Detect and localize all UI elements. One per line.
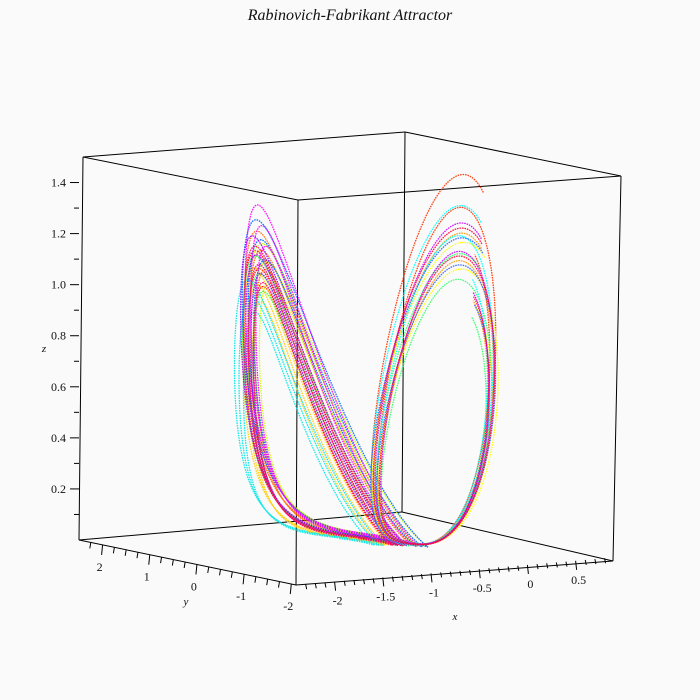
x-tick (411, 574, 414, 581)
y-tick (195, 564, 198, 575)
y-tick (230, 571, 233, 578)
box-edge-bottom-back-right (401, 511, 614, 562)
y-tick (148, 554, 151, 565)
x-axis-label: x (452, 611, 458, 623)
y-tick (124, 549, 127, 556)
box-edge-right-vertical (612, 175, 622, 562)
x-tick-label: -1 (429, 585, 439, 599)
x-tick (469, 569, 472, 576)
y-tick-label: 0 (191, 579, 197, 593)
trajectory-series-3 (242, 267, 391, 546)
x-tick (440, 572, 443, 578)
y-tick-label: 2 (97, 560, 103, 574)
x-tick (555, 562, 558, 568)
x-tick (305, 584, 308, 590)
trajectory-curves (233, 173, 499, 548)
x-tick-label: -0.5 (473, 581, 492, 595)
x-tick (536, 564, 539, 570)
x-tick (565, 561, 568, 567)
x-tick (526, 564, 529, 574)
x-tick (575, 560, 578, 570)
y-tick (207, 566, 210, 573)
y-tick (254, 576, 257, 583)
x-tick (517, 565, 520, 571)
trajectory-series-7 (241, 219, 429, 548)
x-tick (594, 558, 597, 565)
x-tick (459, 570, 462, 576)
axis-ticks (70, 182, 607, 595)
trajectory-series-1 (242, 249, 404, 547)
y-tick-label: 1 (144, 570, 150, 584)
box-edge-bottom-front-x (295, 560, 614, 586)
x-tick (507, 566, 510, 572)
y-tick (242, 574, 245, 585)
y-tick (89, 542, 92, 549)
box-edge-top-front-left (82, 156, 299, 201)
x-tick (391, 576, 394, 582)
x-tick (478, 569, 481, 579)
axis-tick-labels: -2 -1.5 -1 -0.5 0 0.5 2 1 0 -1 -2 0.2 0.4 0.6 0.8 1.0 1.… (51, 176, 586, 613)
z-tick-label: 0.4 (51, 431, 66, 445)
z-tick-label: 0.6 (51, 380, 66, 394)
y-tick-label: -1 (236, 589, 246, 603)
box-edge-top-back-left (82, 131, 406, 158)
z-axis-label: z (41, 343, 47, 355)
trajectory-series-10 (242, 245, 403, 547)
bounding-box (78, 131, 622, 586)
x-tick (382, 577, 385, 587)
x-tick (488, 568, 491, 574)
x-tick-label: -2 (333, 594, 343, 608)
x-tick (604, 558, 607, 564)
z-tick-label: 1.0 (51, 278, 66, 292)
trajectory-series-4 (247, 242, 429, 547)
x-tick (334, 581, 337, 591)
trajectory-series-9 (244, 204, 417, 545)
y-tick (171, 559, 174, 566)
x-tick (430, 573, 433, 583)
x-tick (584, 559, 587, 566)
y-tick (183, 561, 186, 569)
y-tick (136, 552, 139, 559)
box-edge-bottom-back-left (78, 511, 403, 541)
trajectory-series-18 (372, 227, 496, 546)
trajectory-series-6 (233, 279, 384, 547)
x-tick (314, 583, 317, 589)
x-tick-label: 0 (527, 577, 533, 591)
x-tick (546, 563, 549, 569)
x-tick (343, 580, 346, 586)
x-tick (372, 578, 375, 584)
y-tick (112, 547, 115, 554)
y-tick (101, 544, 104, 555)
x-tick (353, 579, 356, 586)
y-tick (160, 557, 163, 564)
box-edge-top-back-right (404, 131, 622, 177)
x-tick-label: -1.5 (376, 589, 395, 603)
box-edge-back-vertical (401, 131, 406, 513)
z-tick-label: 1.2 (51, 227, 66, 241)
trajectory-series-2 (243, 230, 419, 547)
box-edge-top-front-right (297, 175, 622, 201)
y-tick-label: -2 (283, 599, 293, 613)
y-tick (277, 581, 280, 588)
chart-title: Rabinovich-Fabrikant Attractor (247, 7, 453, 24)
x-tick (324, 582, 327, 588)
x-tick (497, 567, 500, 573)
y-axis-label: y (183, 596, 189, 608)
trajectory-series-8 (239, 235, 407, 546)
y-tick (289, 583, 292, 595)
y-tick (219, 569, 222, 576)
z-tick-label: 0.2 (51, 482, 66, 496)
trajectory-series-15 (370, 204, 494, 546)
x-tick (401, 575, 404, 581)
x-tick (449, 571, 452, 577)
x-tick (420, 574, 423, 580)
x-tick (363, 579, 365, 585)
z-tick-label: 0.8 (51, 329, 66, 343)
y-tick (266, 579, 269, 586)
z-tick-label: 1.4 (51, 176, 66, 190)
box-edge-left-vertical (78, 156, 84, 541)
box-edge-bottom-front-y (78, 539, 297, 586)
x-tick-label: 0.5 (571, 573, 586, 587)
